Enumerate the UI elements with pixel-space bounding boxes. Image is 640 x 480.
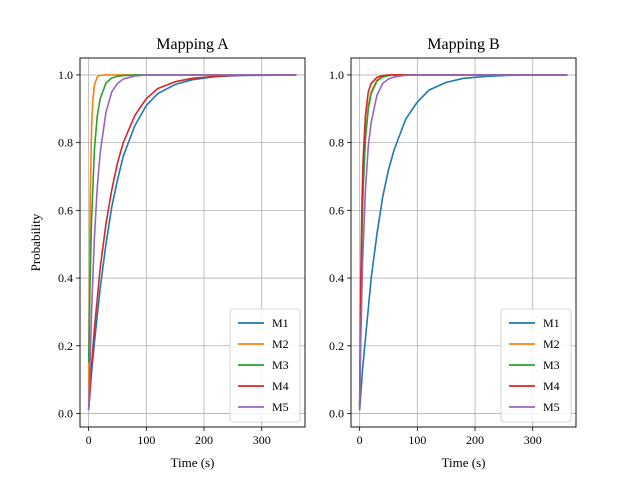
chart-panel-2: 0 100 200 300 0.0 0.2 0.4 0.6 0.8 1.0 Mapping B Tim… (329, 36, 577, 470)
x-tick-label: 0 (357, 433, 363, 447)
legend-label-m1: M1 (543, 316, 560, 330)
legend-label-m3: M3 (543, 358, 560, 372)
x-tick-label: 100 (408, 433, 426, 447)
chart-title: Mapping B (427, 36, 499, 53)
y-tick-label: 0.4 (329, 271, 344, 285)
y-tick-label: 0.0 (329, 406, 344, 420)
legend-box (500, 308, 572, 423)
legend: M1 M2 M3 M4 M5 (229, 308, 301, 423)
y-tick-label: 0.0 (58, 406, 73, 420)
y-tick-label: 0.2 (58, 339, 73, 353)
chart-panel-1: 0 100 200 300 0.0 0.2 0.4 0.6 0.8 1.0 Mapping A Tim… (28, 36, 306, 470)
legend: M1 M2 M3 M4 M5 (500, 308, 572, 423)
legend-label-m5: M5 (543, 400, 560, 414)
y-tick-label: 0.6 (329, 203, 344, 217)
legend-label-m2: M2 (543, 337, 560, 351)
series-line-m5 (358, 74, 568, 407)
x-axis-label: Time (s) (442, 455, 486, 470)
y-tick-label: 0.2 (329, 339, 344, 353)
y-tick-label: 0.8 (58, 136, 73, 150)
x-tick-label: 300 (524, 433, 542, 447)
chart-title: Mapping A (156, 36, 229, 53)
y-tick-label: 1.0 (329, 68, 344, 82)
y-axis-label: Probability (28, 213, 43, 271)
legend-label-m4: M4 (272, 379, 289, 393)
series-line-m5 (87, 74, 297, 411)
y-tick-label: 0.8 (329, 136, 344, 150)
legend-box (229, 308, 301, 423)
x-tick-label: 100 (137, 433, 155, 447)
legend-label-m1: M1 (272, 316, 289, 330)
x-tick-label: 0 (86, 433, 92, 447)
axes-frame (350, 57, 577, 428)
x-tick-label: 200 (466, 433, 484, 447)
legend-label-m2: M2 (272, 337, 289, 351)
x-axis-label: Time (s) (171, 455, 215, 470)
y-tick-label: 0.4 (58, 271, 73, 285)
legend-label-m3: M3 (272, 358, 289, 372)
series-line-m4 (87, 74, 297, 411)
x-tick-label: 200 (195, 433, 213, 447)
series-line-m1 (358, 74, 568, 411)
y-tick-label: 0.6 (58, 203, 73, 217)
y-tick-label: 1.0 (58, 68, 73, 82)
legend-label-m4: M4 (543, 379, 560, 393)
x-tick-label: 300 (253, 433, 271, 447)
legend-label-m5: M5 (272, 400, 289, 414)
axes-frame (79, 57, 306, 428)
